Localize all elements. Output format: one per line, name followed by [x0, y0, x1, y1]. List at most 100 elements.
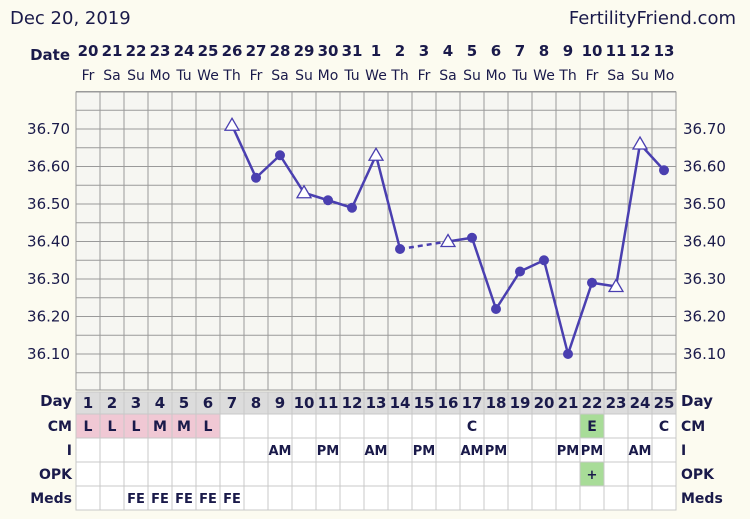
- y-tick-label-left: 36.40: [27, 233, 70, 251]
- table-cell: [603, 413, 629, 439]
- weekday-tick-label: Fr: [418, 68, 431, 84]
- temperature-point: [347, 202, 357, 213]
- date-tick-label: 6: [491, 42, 501, 60]
- weekday-tick-label: Sa: [607, 68, 624, 84]
- temperature-point-open: [439, 233, 457, 248]
- date-tick-label: 25: [198, 42, 219, 60]
- cycle-day-label: 21: [558, 394, 579, 412]
- table-cell: [243, 485, 269, 511]
- table-cell: [267, 485, 293, 511]
- cycle-day-label: 4: [155, 394, 165, 412]
- grid-lines: [75, 91, 677, 391]
- table-cell: [267, 461, 293, 487]
- cycle-day-label: 15: [414, 394, 435, 412]
- table-cell: [579, 413, 605, 439]
- date-tick-label: 12: [630, 42, 651, 60]
- table-cell: [459, 461, 485, 487]
- table-cell: [531, 485, 557, 511]
- intercourse-value: PM: [413, 444, 435, 459]
- table-cell: [555, 461, 581, 487]
- table-cell: [219, 485, 245, 511]
- meds-value: FE: [199, 492, 217, 507]
- intercourse-value: PM: [317, 444, 339, 459]
- table-cell: [363, 437, 389, 463]
- table-cell: [339, 413, 365, 439]
- temperature-line-segment: [230, 124, 258, 179]
- temperature-line-segment: [255, 154, 281, 179]
- y-tick-label-right: 36.30: [683, 270, 726, 288]
- cm-value: E: [587, 419, 597, 435]
- table-cell: [75, 461, 101, 487]
- table-cell: [411, 485, 437, 511]
- table-cell: [507, 437, 533, 463]
- table-cell: [651, 485, 677, 511]
- table-cell: [123, 437, 149, 463]
- table-cell: [243, 413, 269, 439]
- table-cell: [339, 485, 365, 511]
- y-tick-label-left: 36.30: [27, 270, 70, 288]
- intercourse-value: PM: [557, 444, 579, 459]
- cycle-day-label: 1: [83, 394, 93, 412]
- cycle-day-label: 9: [275, 394, 285, 412]
- temperature-line-segment: [278, 154, 306, 194]
- cycle-day-label: 7: [227, 394, 237, 412]
- cycle-day-label: 10: [294, 394, 315, 412]
- table-cell: [291, 437, 317, 463]
- cycle-day-label: 17: [462, 394, 483, 412]
- date-tick-label: 26: [222, 42, 243, 60]
- temperature-point-open: [607, 278, 625, 293]
- meds-value: FE: [223, 492, 241, 507]
- temperature-point-open: [295, 184, 313, 199]
- table-cell: [243, 437, 269, 463]
- weekday-tick-label: Tu: [343, 68, 359, 84]
- weekday-tick-label: Su: [127, 68, 145, 84]
- date-tick-label: 21: [102, 42, 123, 60]
- cm-value: C: [467, 419, 477, 435]
- temperature-point-open: [631, 135, 649, 150]
- table-cell: [147, 461, 173, 487]
- table-cell: [507, 485, 533, 511]
- cycle-day-label: 19: [510, 394, 531, 412]
- table-cell: [459, 413, 485, 439]
- table-cell: [147, 485, 173, 511]
- table-cell: [171, 437, 197, 463]
- table-cell: [411, 437, 437, 463]
- y-tick-label-left: 36.60: [27, 158, 70, 176]
- y-tick-label-left: 36.20: [27, 308, 70, 326]
- i-row-label-right: I: [681, 443, 686, 459]
- date-tick-label: 29: [294, 42, 315, 60]
- weekday-tick-label: Mo: [150, 68, 171, 84]
- date-row-label: Date: [30, 46, 70, 64]
- cycle-day-label: 25: [654, 394, 675, 412]
- date-tick-label: 11: [606, 42, 627, 60]
- table-cell: [387, 413, 413, 439]
- y-tick-label-right: 36.50: [683, 195, 726, 213]
- temperature-point-open: [367, 146, 385, 161]
- table-cell: [219, 413, 245, 439]
- temperature-line-segment: [542, 259, 570, 355]
- temperature-point: [467, 232, 477, 243]
- table-cell: [387, 437, 413, 463]
- table-cell: [531, 461, 557, 487]
- intercourse-value: PM: [581, 444, 603, 459]
- day-row-label-left: Day: [40, 392, 72, 410]
- table-cell: [651, 437, 677, 463]
- y-tick-label-right: 36.60: [683, 158, 726, 176]
- cycle-day-label: 14: [390, 394, 411, 412]
- weekday-tick-label: Su: [463, 68, 481, 84]
- weekday-tick-label: Th: [222, 68, 240, 84]
- temperature-point: [587, 277, 597, 288]
- intercourse-value: AM: [629, 444, 652, 459]
- table-cell: [195, 437, 221, 463]
- table-cell: [603, 461, 629, 487]
- table-cell: [627, 437, 653, 463]
- table-cell: [627, 485, 653, 511]
- table-cell: [291, 461, 317, 487]
- date-tick-label: 5: [467, 42, 477, 60]
- table-cell: [339, 461, 365, 487]
- opk-row-label-right: OPK: [681, 467, 715, 483]
- table-cell: [531, 413, 557, 439]
- weekday-tick-label: Fr: [586, 68, 599, 84]
- cm-value: C: [659, 419, 669, 435]
